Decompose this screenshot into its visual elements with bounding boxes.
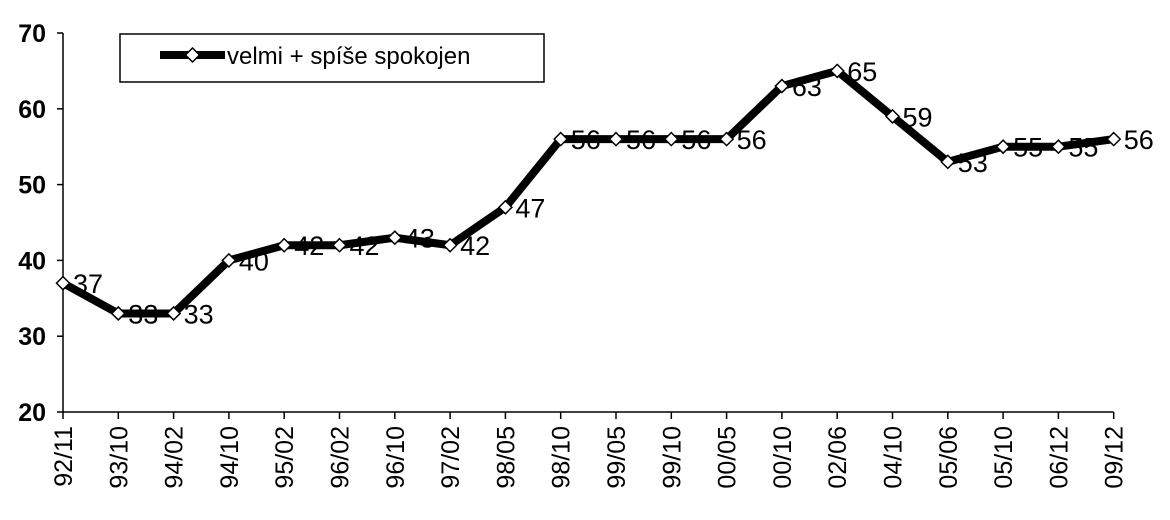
x-tick-label: 04/10 [880, 426, 908, 489]
data-point [166, 305, 182, 322]
data-label: 53 [958, 148, 988, 178]
data-point [884, 108, 901, 124]
x-tick-label: 05/06 [935, 426, 963, 489]
data-label: 43 [405, 224, 435, 254]
data-point [442, 237, 458, 253]
data-label: 33 [128, 299, 158, 329]
x-tick-label: 02/06 [824, 426, 852, 489]
data-point [829, 63, 845, 79]
data-label: 42 [294, 231, 324, 261]
legend-entry: velmi + spíše spokojen [227, 43, 470, 70]
data-point [1050, 139, 1066, 155]
x-tick-label: 99/05 [603, 426, 631, 489]
y-tick-label: 40 [18, 247, 46, 275]
data-point [995, 139, 1011, 155]
data-point [276, 237, 292, 253]
x-tick-label: 05/10 [990, 426, 1018, 489]
data-label: 42 [350, 231, 380, 261]
data-label: 56 [681, 125, 711, 155]
data-point [663, 131, 679, 147]
data-point [774, 78, 790, 94]
data-label: 56 [571, 125, 601, 155]
data-point [1106, 131, 1122, 147]
data-point [608, 131, 624, 147]
y-axis-ticks: 20 30 40 50 60 70 [18, 20, 63, 427]
data-label: 56 [1124, 125, 1154, 155]
data-label: 63 [792, 72, 822, 102]
data-label: 42 [460, 231, 490, 261]
x-tick-label: 93/10 [105, 426, 133, 489]
data-point [940, 154, 956, 170]
data-label: 33 [184, 299, 214, 329]
data-label: 55 [1013, 133, 1043, 163]
axes [62, 33, 1114, 413]
data-point [110, 305, 126, 322]
data-point [55, 275, 71, 291]
data-label: 65 [847, 57, 877, 87]
legend: velmi + spíše spokojen [119, 33, 545, 83]
data-label: 40 [239, 246, 269, 276]
x-tick-label: 06/12 [1045, 426, 1073, 489]
data-point [497, 199, 513, 215]
x-tick-label: 94/02 [161, 426, 189, 489]
x-tick-label: 99/10 [658, 426, 686, 489]
series-line [61, 66, 1115, 318]
data-label: 59 [903, 102, 933, 132]
x-tick-label: 94/10 [216, 426, 244, 489]
x-tick-label: 98/10 [548, 426, 576, 489]
y-tick-label: 70 [18, 20, 46, 48]
data-point [553, 131, 569, 147]
x-tick-label: 09/12 [1101, 426, 1129, 489]
x-tick-label: 95/02 [271, 426, 299, 489]
y-tick-label: 60 [18, 96, 46, 124]
x-tick-label: 97/02 [437, 426, 465, 489]
x-axis-ticks: 92/11 93/10 94/02 94/10 95/02 96/02 96/10 97/02… [50, 412, 1129, 489]
y-tick-label: 30 [18, 323, 46, 351]
data-point [221, 252, 237, 268]
x-tick-label: 98/05 [492, 426, 520, 489]
data-point [719, 131, 735, 147]
data-label: 47 [515, 193, 545, 223]
y-tick-label: 20 [18, 399, 46, 427]
data-label: 55 [1068, 133, 1098, 163]
x-tick-label: 92/11 [50, 426, 78, 487]
y-tick-label: 50 [18, 172, 46, 200]
data-point [331, 237, 348, 253]
data-label: 56 [626, 125, 656, 155]
x-tick-label: 00/05 [714, 426, 742, 489]
legend-marker [184, 46, 201, 64]
x-tick-label: 96/10 [382, 426, 410, 489]
series-group: 37 33 33 40 42 42 43 42 47 56 56 56 56 63 65 59 53 55 55 56 [55, 57, 1154, 329]
data-label: 37 [73, 269, 103, 299]
data-label: 56 [737, 125, 767, 155]
x-tick-label: 96/02 [327, 426, 355, 489]
data-point [387, 230, 403, 246]
x-tick-label: 00/10 [769, 426, 797, 489]
